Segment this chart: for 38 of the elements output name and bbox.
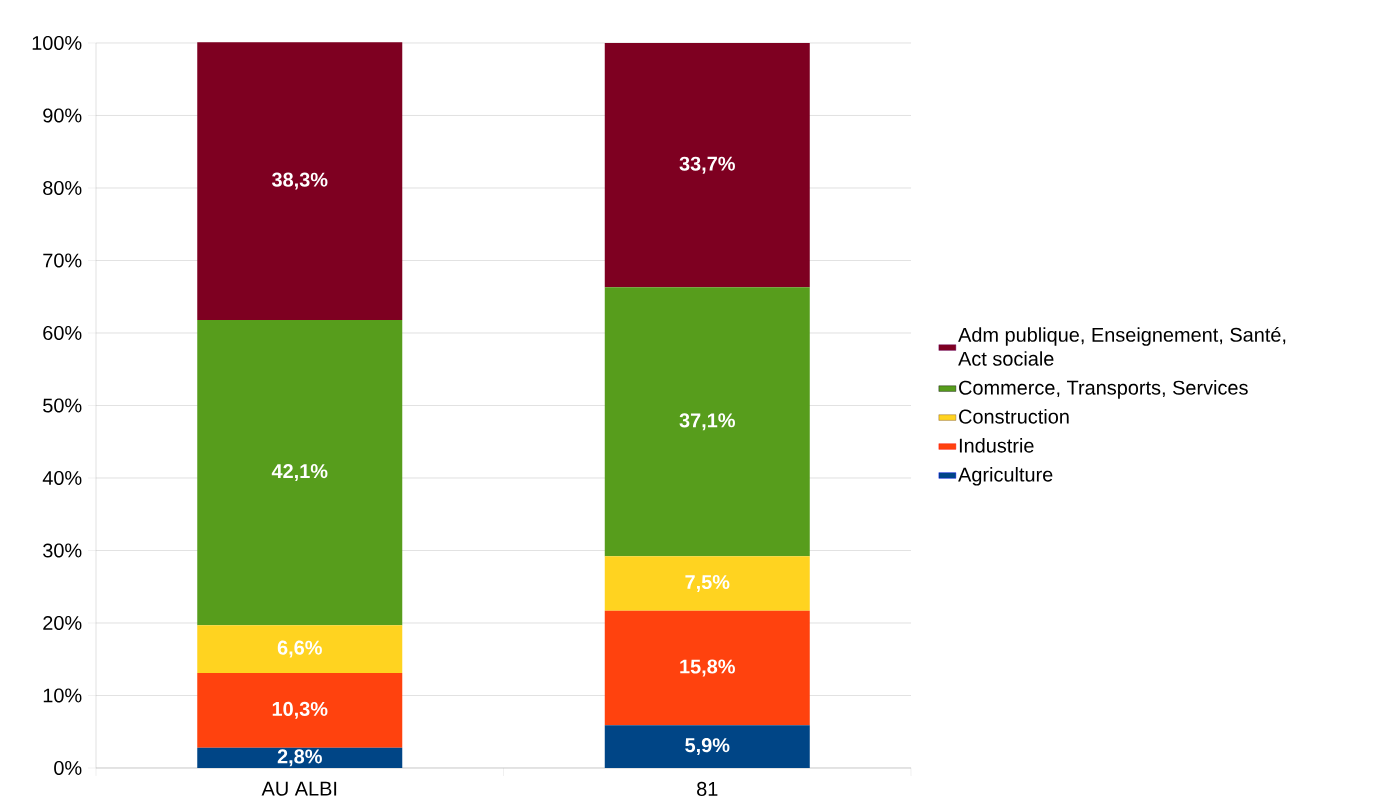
legend-label: Industrie xyxy=(959,438,1034,453)
y-tick-label: 100% xyxy=(32,35,82,51)
bar xyxy=(604,556,810,611)
bar xyxy=(604,610,810,726)
bar xyxy=(604,287,810,557)
data-label: 10,3% xyxy=(272,701,328,719)
y-tick-label: 70% xyxy=(43,253,82,268)
y-tick-label: 0% xyxy=(54,760,82,776)
y-tick-label: 80% xyxy=(43,180,82,196)
bar xyxy=(197,747,403,768)
x-tick-label: AU ALBI xyxy=(261,781,337,796)
legend-label: Agriculture xyxy=(958,467,1053,486)
y-tick-label: 90% xyxy=(43,108,82,123)
legend-label: Construction xyxy=(959,409,1069,424)
data-label: 42,1% xyxy=(271,464,328,482)
y-tick-label: 10% xyxy=(43,688,82,703)
y-tick-label: 20% xyxy=(43,615,82,631)
legend-label: Adm publique, Enseignement, Santé, Act sociale xyxy=(958,327,1286,366)
data-label: 2,8% xyxy=(277,749,322,767)
data-label: 33,7% xyxy=(679,156,735,174)
data-label: 38,3% xyxy=(271,172,328,190)
bar xyxy=(197,625,403,674)
y-tick-label: 40% xyxy=(42,470,82,486)
bar xyxy=(604,725,810,768)
legend-label: Commerce, Transports, Services xyxy=(959,380,1248,399)
data-label: 37,1% xyxy=(679,413,735,431)
bar xyxy=(197,319,403,626)
bar xyxy=(604,42,810,288)
y-tick-label: 50% xyxy=(43,398,82,413)
data-label: 5,9% xyxy=(685,738,730,756)
data-label: 15,8% xyxy=(680,659,735,677)
bar xyxy=(197,673,403,748)
y-tick-label: 30% xyxy=(43,543,82,558)
data-label: 7,5% xyxy=(685,575,730,592)
bar xyxy=(197,42,403,320)
x-tick-label: 81 xyxy=(697,781,718,796)
data-label: 6,6% xyxy=(277,640,322,658)
y-tick-label: 60% xyxy=(43,325,82,341)
